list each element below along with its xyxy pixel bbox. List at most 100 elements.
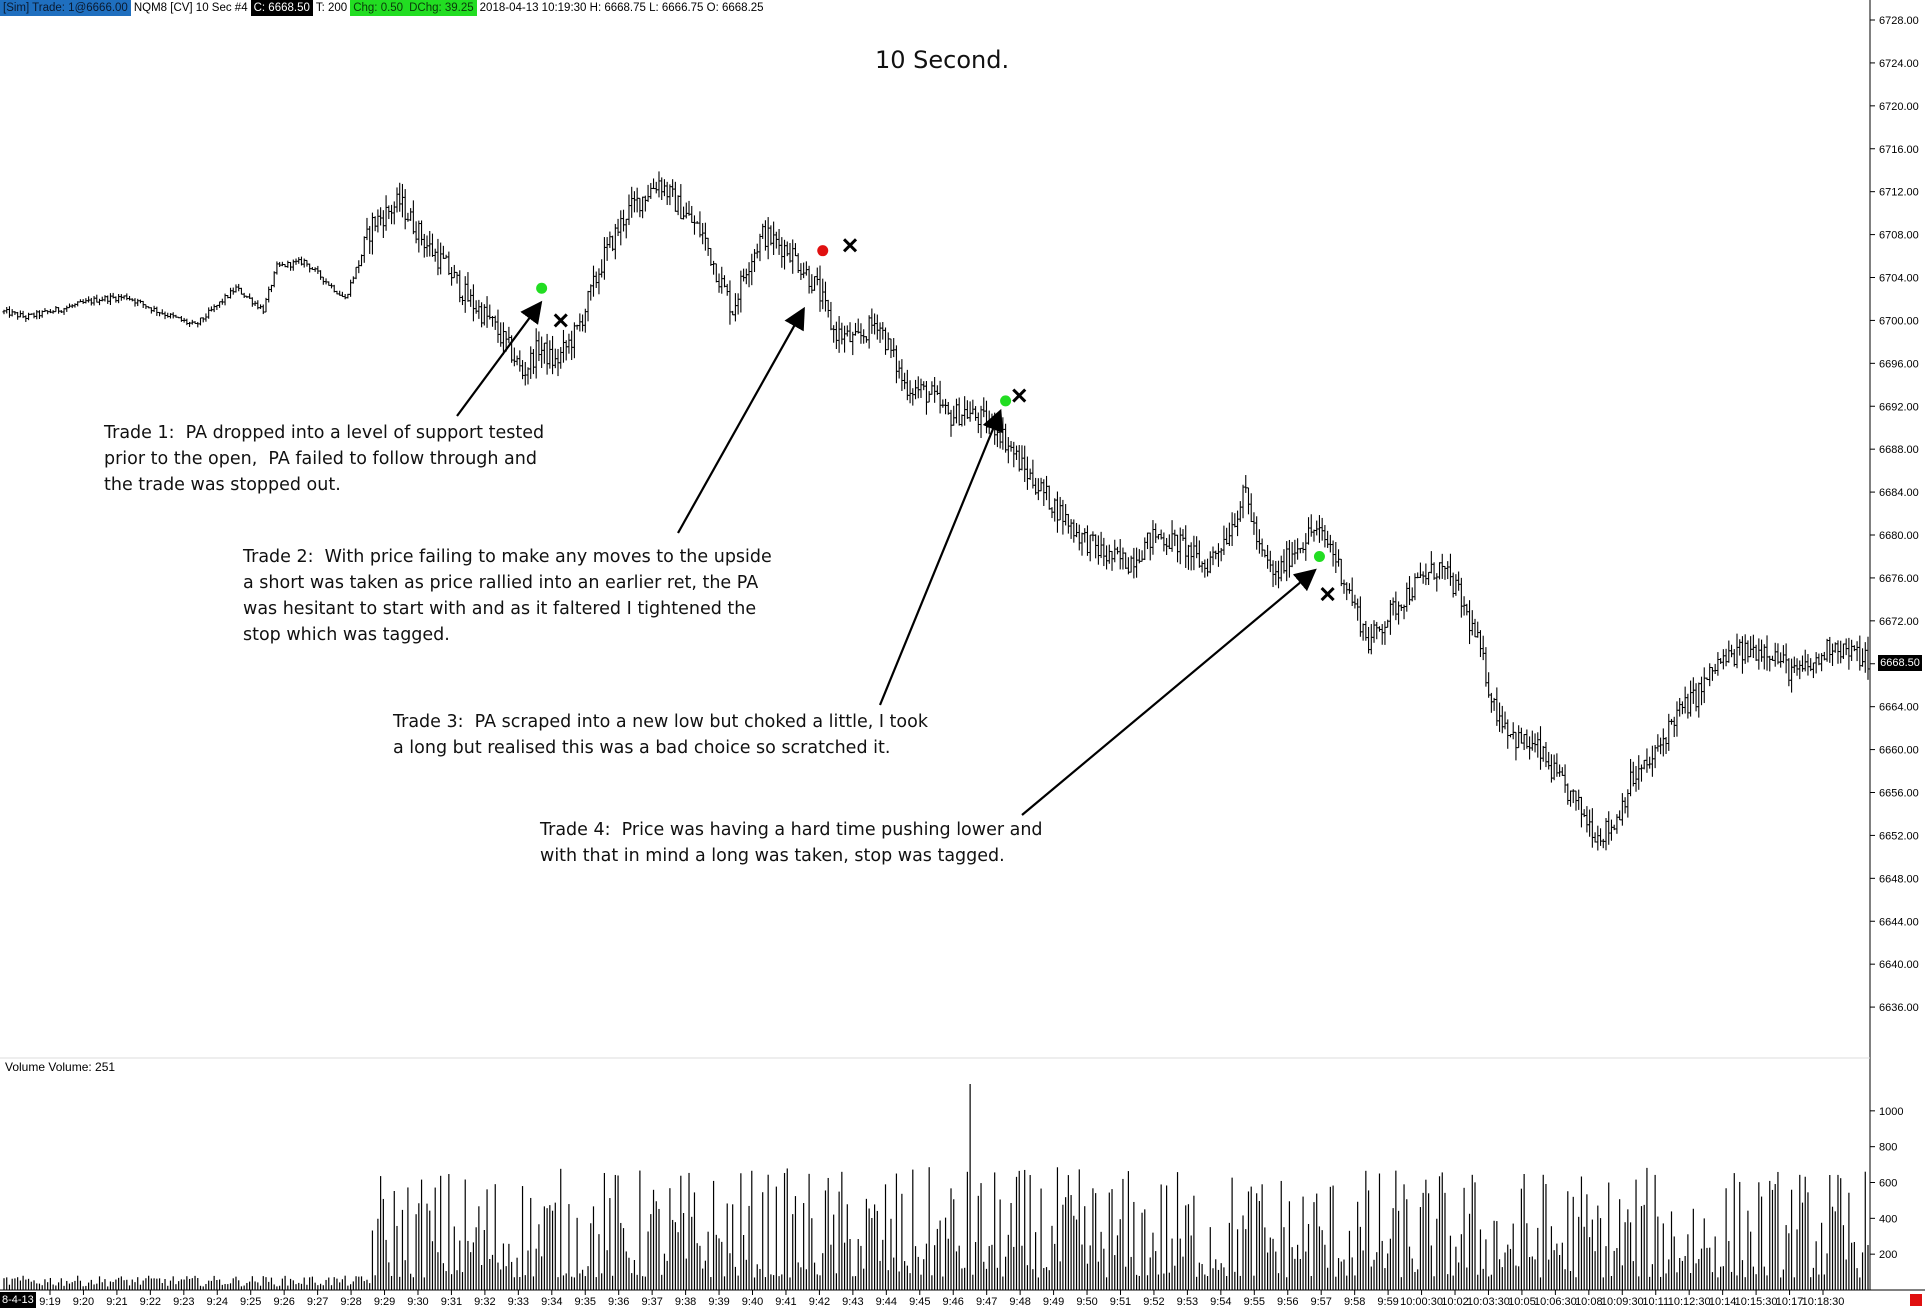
ohlc-bar xyxy=(1538,726,1543,770)
ohlc-bar xyxy=(171,312,175,319)
ohlc-bar xyxy=(575,324,579,330)
ohlc-bar xyxy=(1110,550,1114,571)
ohlc-bar xyxy=(97,298,102,306)
time-tick-label: 10:14 xyxy=(1709,1296,1737,1308)
ohlc-bar xyxy=(1727,640,1731,663)
ohlc-bar xyxy=(1675,701,1679,737)
ohlc-bar xyxy=(245,295,249,299)
ohlc-bar xyxy=(804,261,808,276)
ohlc-bar xyxy=(125,293,129,301)
ohlc-bar xyxy=(1609,819,1614,841)
ohlc-bar xyxy=(376,209,380,233)
ohlc-bar xyxy=(65,305,69,312)
ohlc-bar xyxy=(318,270,323,280)
ohlc-bar xyxy=(1233,513,1237,528)
ohlc-bar xyxy=(542,342,546,364)
ohlc-bar xyxy=(862,329,866,344)
ohlc-bar xyxy=(409,208,413,221)
ohlc-bar xyxy=(1287,539,1292,578)
ohlc-bar xyxy=(1432,562,1436,580)
ohlc-bar xyxy=(269,284,274,293)
ohlc-bar xyxy=(1255,516,1259,550)
ohlc-bar xyxy=(1457,571,1461,591)
ohlc-bar xyxy=(821,278,825,310)
time-tick-label: 9:26 xyxy=(273,1296,294,1308)
price-axis[interactable]: 6728.00 6724.00 6720.00 6716.00 6712.00 6708.… xyxy=(1870,15,1919,1014)
ohlc-bar xyxy=(856,318,860,334)
ohlc-bar xyxy=(1085,525,1090,556)
ohlc-bar xyxy=(1776,643,1780,665)
time-tick-label: 10:02 xyxy=(1441,1296,1469,1308)
ohlc-bar xyxy=(152,305,156,313)
ohlc-bar xyxy=(29,313,33,315)
ohlc-bar xyxy=(690,205,694,223)
ohlc-bar xyxy=(1645,748,1649,773)
ohlc-bar xyxy=(728,280,732,325)
ohlc-bar xyxy=(1132,547,1136,579)
ohlc-bar xyxy=(1798,660,1802,680)
ohlc-bar xyxy=(231,287,235,295)
ohlc-bar xyxy=(422,233,426,258)
ohlc-bar xyxy=(1470,610,1474,636)
ohlc-bar xyxy=(570,330,574,361)
ohlc-bar xyxy=(1678,697,1682,717)
time-tick-label: 10:08 xyxy=(1575,1296,1603,1308)
ohlc-bar xyxy=(1162,532,1166,552)
ohlc-bar xyxy=(463,276,467,313)
time-tick-label: 9:56 xyxy=(1277,1296,1298,1308)
ohlc-bar xyxy=(1825,638,1829,662)
time-tick-label: 9:46 xyxy=(943,1296,964,1308)
ohlc-bar xyxy=(1203,559,1207,578)
ohlc-bar xyxy=(43,308,47,313)
ohlc-bar xyxy=(1639,764,1644,782)
time-tick-label: 10:05 xyxy=(1508,1296,1536,1308)
ohlc-bar xyxy=(1107,544,1111,564)
ohlc-bar xyxy=(302,258,306,268)
ohlc-bar xyxy=(155,306,159,316)
ohlc-bar xyxy=(875,314,879,340)
time-tick-label: 9:44 xyxy=(876,1296,897,1308)
ohlc-bar xyxy=(67,303,72,309)
ohlc-bar xyxy=(1429,551,1433,574)
ohlc-bar xyxy=(1577,789,1581,810)
ohlc-bar xyxy=(957,397,961,426)
ohlc-bar xyxy=(523,361,527,386)
ohlc-bar xyxy=(1246,487,1251,515)
ohlc-bar xyxy=(1167,534,1171,550)
ohlc-bar xyxy=(673,181,677,212)
ohlc-bar xyxy=(518,350,522,372)
trade-markers xyxy=(536,238,1335,602)
ohlc-bar xyxy=(1074,522,1079,538)
ohlc-bar xyxy=(1034,477,1038,495)
ohlc-bar xyxy=(1017,445,1021,472)
ohlc-bar xyxy=(1658,737,1663,755)
ohlc-bar xyxy=(1792,656,1796,674)
ohlc-bar xyxy=(340,291,345,298)
ohlc-bar xyxy=(174,314,178,318)
ohlc-bar xyxy=(1181,529,1185,541)
ohlc-bar xyxy=(332,284,336,293)
ohlc-bar xyxy=(1025,456,1030,490)
ohlc-bar xyxy=(1189,542,1193,571)
ohlc-bar xyxy=(556,348,560,377)
ohlc-bar xyxy=(1279,555,1283,582)
alert-indicator[interactable] xyxy=(1910,1294,1922,1306)
ohlc-bar xyxy=(512,347,516,367)
ohlc-bar xyxy=(1306,517,1311,545)
ohlc-bar xyxy=(381,210,385,238)
account-badge[interactable]: [Sim] Trade: 1@6666.00 xyxy=(0,0,131,16)
ohlc-bar xyxy=(1596,825,1600,851)
ohlc-bar xyxy=(1028,468,1032,480)
ohlc-bar xyxy=(59,310,63,313)
time-axis[interactable]: 9:19 9:20 9:21 9:22 9:23 9:24 9:25 9:26 9:27 9:28… xyxy=(39,1290,1844,1308)
time-tick-label: 10:17 xyxy=(1776,1296,1804,1308)
ohlc-bar xyxy=(1274,560,1278,586)
ohlc-bar xyxy=(32,312,36,319)
price-tick-label: 6664.00 xyxy=(1879,702,1919,714)
ohlc-bar xyxy=(1072,519,1076,543)
ohlc-bar xyxy=(35,310,39,320)
ohlc-bar xyxy=(1285,541,1289,582)
ohlc-bar xyxy=(1547,751,1551,770)
ohlc-bar xyxy=(1530,730,1534,751)
